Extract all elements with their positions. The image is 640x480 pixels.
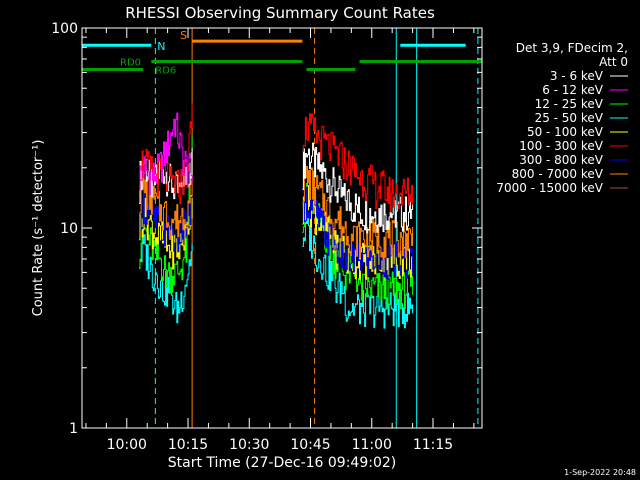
state-label: N: [157, 40, 165, 53]
series-line-4-seg-1: [302, 185, 414, 281]
y-axis-label: Count Rate (s⁻¹ detector⁻¹): [31, 140, 46, 317]
x-axis-label: Start Time (27-Dec-16 09:49:02): [168, 455, 396, 471]
y-axis: 1 10 100: [51, 21, 482, 437]
legend-entry-label: 100 - 300 keV: [519, 139, 603, 153]
legend-entry-label: 12 - 25 keV: [535, 97, 604, 111]
legend-header: Det 3,9, FDecim 2,: [516, 41, 628, 55]
x-tick-label: 10:15: [168, 437, 208, 453]
legend-entry-label: 7000 - 15000 keV: [496, 181, 603, 195]
state-label: RD0: [120, 58, 141, 69]
x-tick-label: 10:45: [290, 437, 330, 453]
chart-title: RHESSI Observing Summary Count Rates: [125, 4, 435, 22]
series-line-3-seg-0: [139, 234, 193, 324]
y-tick-label: 100: [51, 21, 78, 37]
y-tick-label: 1: [69, 421, 78, 437]
y-tick-label: 10: [60, 221, 78, 237]
state-label: RD6: [155, 65, 176, 76]
x-tick-label: 11:15: [413, 437, 453, 453]
x-tick-label: 11:00: [352, 437, 392, 453]
legend-entry-label: 300 - 800 keV: [519, 153, 603, 167]
series-line-7-seg-1: [302, 166, 414, 260]
x-axis: 10:00 10:15 10:30 10:45 11:00 11:15: [85, 28, 475, 453]
legend-entry-label: 6 - 12 keV: [542, 83, 604, 97]
legend-entry-label: 800 - 7000 keV: [512, 167, 604, 181]
legend-header: Att 0: [599, 55, 628, 69]
legend-entry-label: 50 - 100 keV: [527, 125, 604, 139]
legend-entry-label: 25 - 50 keV: [535, 111, 604, 125]
state-label: S: [180, 29, 187, 42]
series-line-5-seg-0: [139, 103, 193, 205]
series-line-6-seg-0: [139, 193, 193, 253]
plot-timestamp: 1-Sep-2022 20:48: [564, 468, 636, 477]
x-tick-label: 10:00: [107, 437, 147, 453]
series-line-1-seg-0: [139, 112, 193, 195]
series-line-5-seg-1: [302, 113, 414, 212]
x-tick-label: 10:30: [229, 437, 269, 453]
series-line-7-seg-0: [139, 176, 193, 240]
legend-entry-label: 3 - 6 keV: [550, 69, 604, 83]
